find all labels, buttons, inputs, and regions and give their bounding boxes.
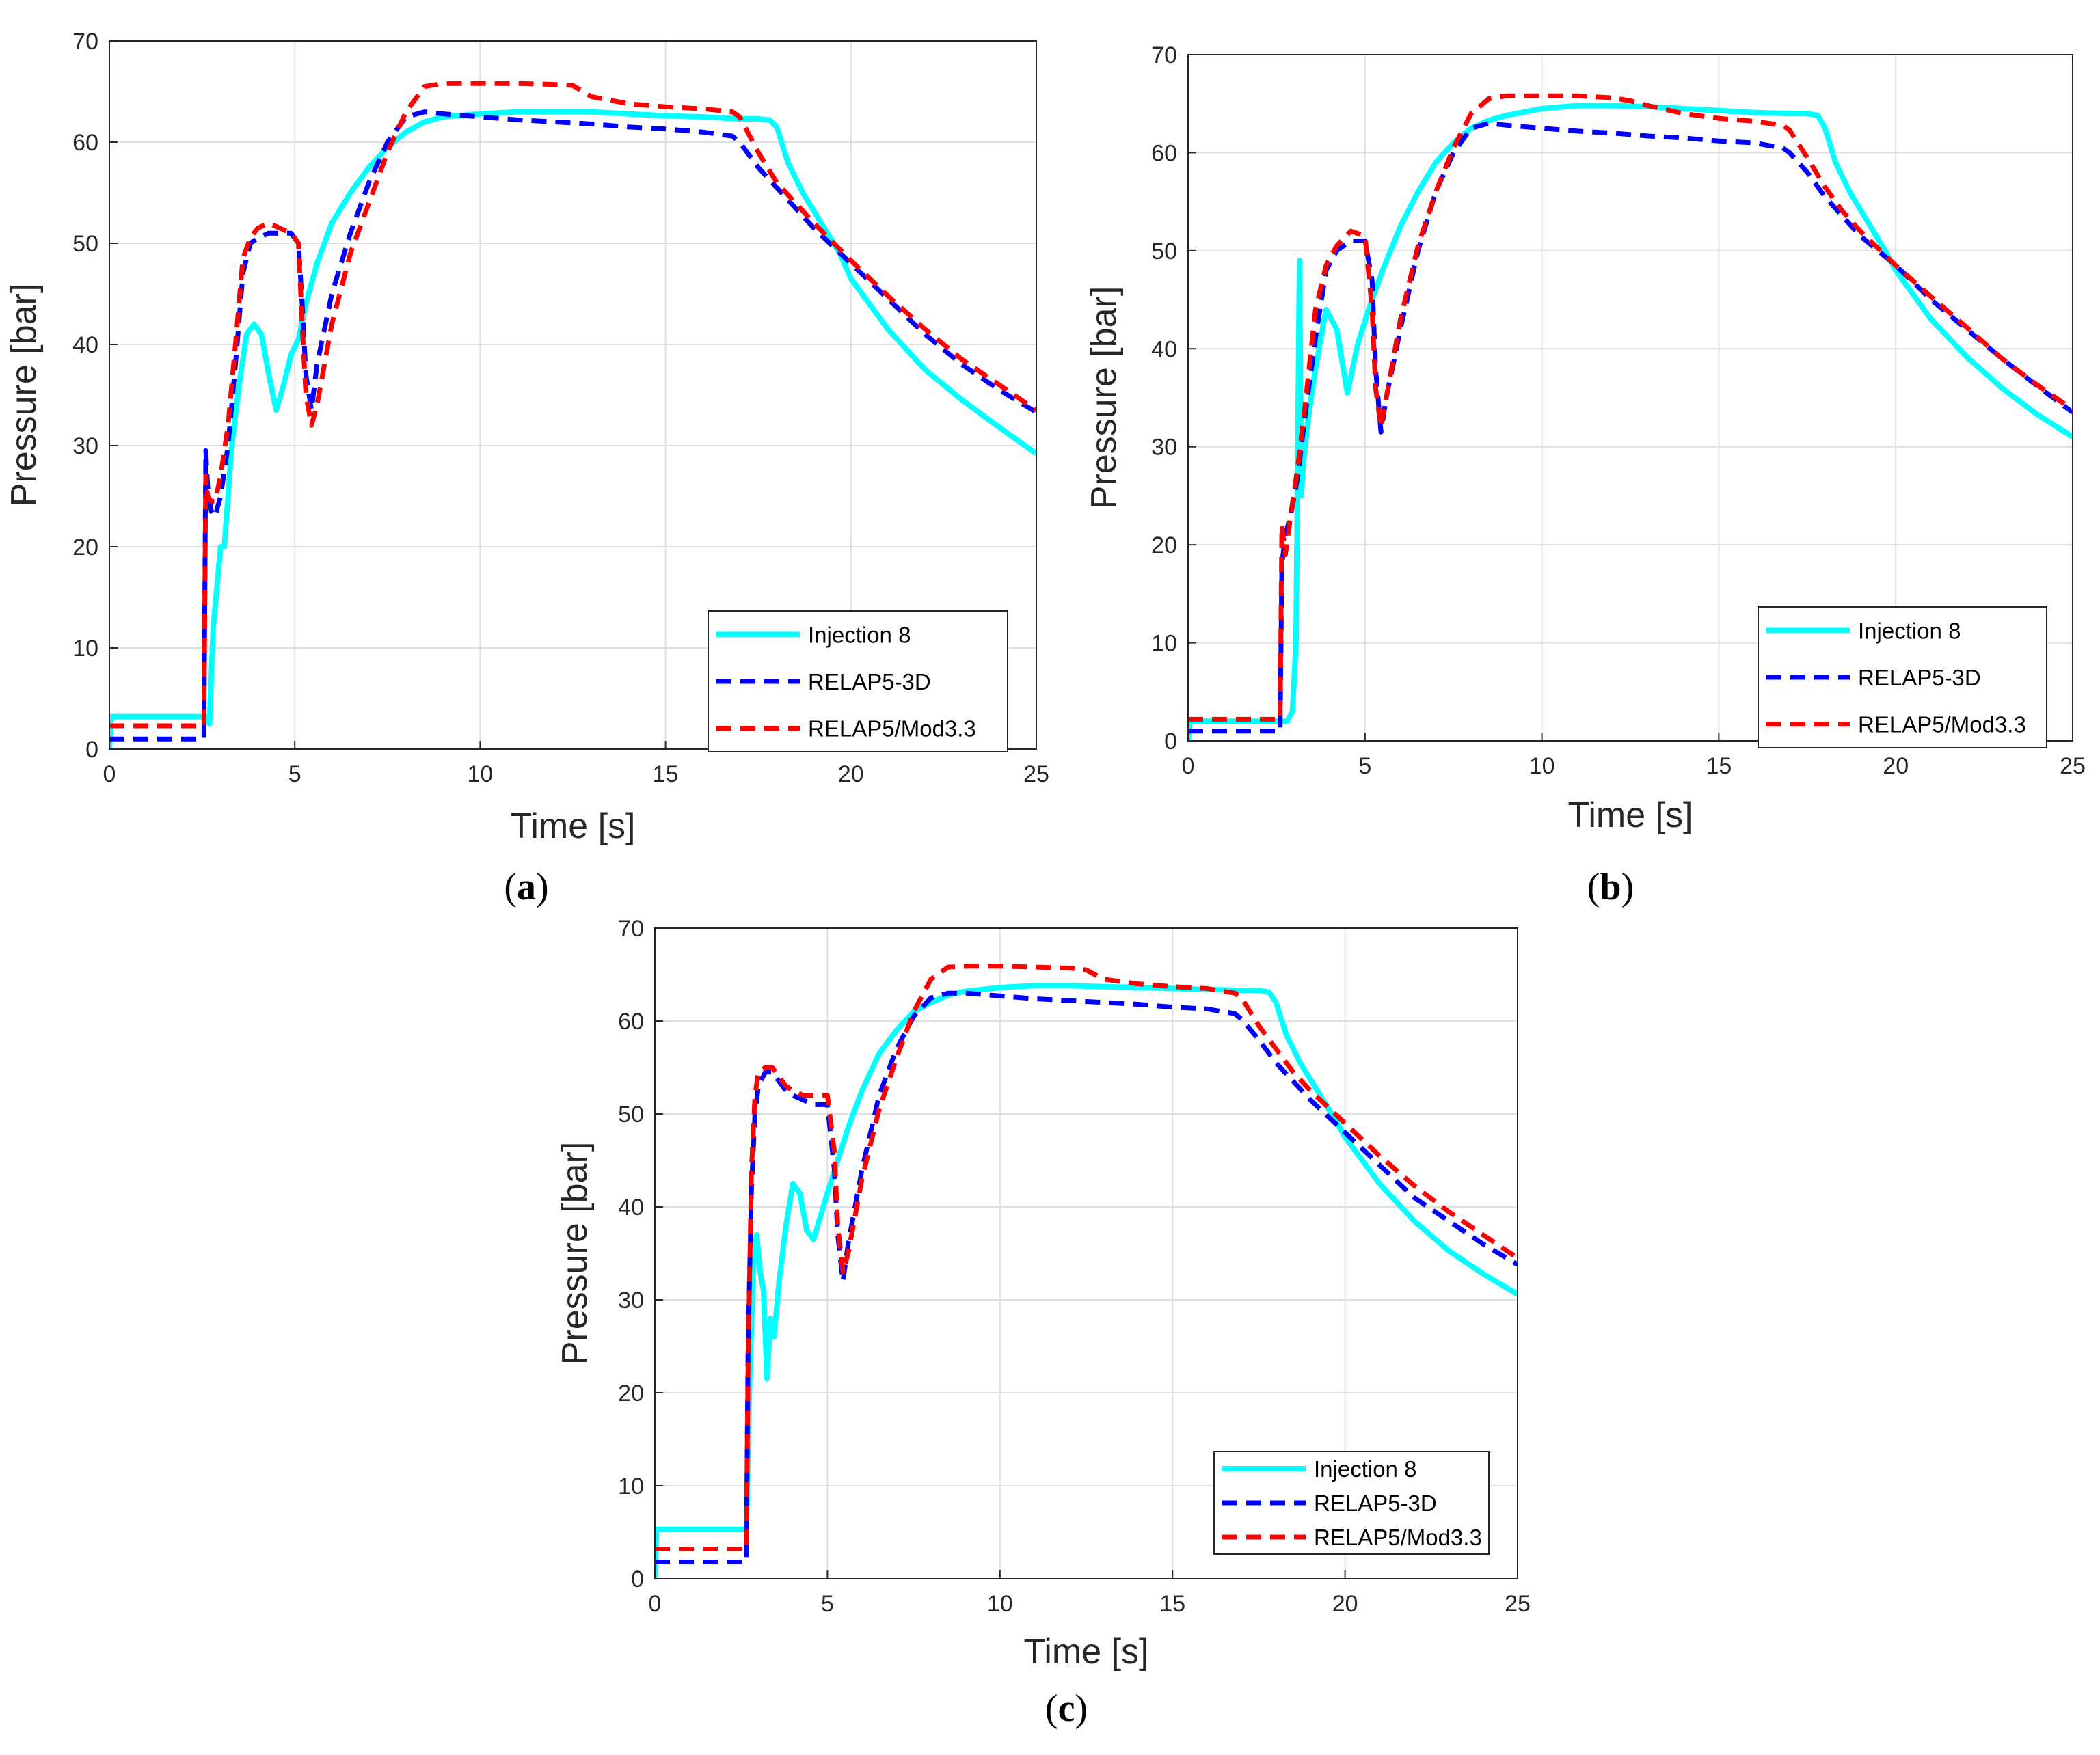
legend-c: Injection 8 RELAP5-3D RELAP5/Mod3.3 — [1213, 1451, 1490, 1555]
axes-box-b — [1187, 54, 2073, 742]
y-tick-label-c-6: 60 — [618, 1009, 644, 1035]
y-tick-label-b-7: 70 — [1151, 42, 1177, 68]
series-line-relap5-3d-b — [1188, 120, 2073, 734]
legend-label-relap5-3d-c: RELAP5-3D — [1314, 1491, 1437, 1516]
x-tick-label-a-0: 0 — [103, 761, 116, 787]
x-tick-label-c-0: 0 — [649, 1591, 662, 1617]
y-tick-label-b-5: 50 — [1151, 239, 1177, 264]
x-tick-label-b-5: 25 — [2060, 753, 2086, 779]
legend-b: Injection 8 RELAP5-3D RELAP5/Mod3.3 — [1758, 606, 2047, 748]
x-tick-label-a-3: 15 — [653, 761, 679, 787]
series-line-relap5-mod3-3-a — [109, 81, 1036, 729]
y-tick-label-b-3: 30 — [1151, 435, 1177, 461]
x-tick-label-b-1: 5 — [1358, 753, 1371, 779]
chart-panel-b: 0 5 10 15 20 25 0 10 20 30 40 50 60 70 Time [s] Pressur… — [1084, 42, 2086, 835]
panel-c-caption-letter: c — [1058, 1687, 1075, 1730]
y-axis-label-b: Pressure [bar] — [1084, 286, 1124, 510]
panel-c-caption: (c) — [1045, 1687, 1088, 1730]
x-tick-label-c-2: 10 — [987, 1591, 1013, 1617]
y-tick-label-b-4: 40 — [1151, 336, 1177, 362]
y-tick-label-c-2: 20 — [618, 1380, 644, 1406]
x-tick-label-c-4: 20 — [1332, 1591, 1358, 1617]
x-tick-label-b-2: 10 — [1529, 753, 1555, 779]
series-line-relap5-3d-a — [109, 109, 1036, 742]
legend-label-relap5-3d-a: RELAP5-3D — [808, 669, 931, 694]
x-tick-label-b-3: 15 — [1706, 753, 1732, 779]
legend-label-relap5-mod3-3-c: RELAP5/Mod3.3 — [1314, 1525, 1482, 1550]
y-tick-label-a-6: 60 — [72, 130, 98, 156]
axes-box-a — [109, 40, 1037, 750]
legend-label-relap5-3d-b: RELAP5-3D — [1858, 665, 1981, 690]
panel-a-caption: (a) — [504, 866, 548, 908]
x-tick-label-b-0: 0 — [1182, 753, 1195, 779]
y-tick-label-a-3: 30 — [72, 433, 98, 459]
x-tick-label-a-4: 20 — [838, 761, 864, 787]
y-tick-label-c-0: 0 — [631, 1566, 644, 1592]
x-tick-label-c-1: 5 — [821, 1591, 834, 1617]
series-line-relap5-3d-c — [655, 990, 1518, 1564]
chart-panel-c: 0 5 10 15 20 25 0 10 20 30 40 50 60 70 Time [s] Pressur… — [555, 916, 1531, 1672]
y-tick-label-b-1: 10 — [1151, 631, 1177, 657]
x-tick-label-c-5: 25 — [1505, 1591, 1531, 1617]
legend-label-injection-8-a: Injection 8 — [808, 622, 911, 647]
x-tick-label-a-1: 5 — [288, 761, 301, 787]
legend-label-relap5-mod3-3-b: RELAP5/Mod3.3 — [1858, 712, 2026, 737]
y-tick-label-c-7: 70 — [618, 916, 644, 942]
x-tick-label-c-3: 15 — [1159, 1591, 1185, 1617]
legend-label-relap5-mod3-3-a: RELAP5/Mod3.3 — [808, 716, 976, 742]
y-tick-label-a-7: 70 — [72, 29, 98, 55]
chart-panel-a: 0 5 10 15 20 25 0 10 20 30 40 50 60 70 Time [s] Pressur… — [4, 29, 1049, 846]
x-axis-label-c: Time [s] — [1024, 1632, 1149, 1672]
y-tick-label-c-1: 10 — [618, 1473, 644, 1499]
y-tick-label-b-0: 0 — [1164, 729, 1177, 754]
y-axis-label-c: Pressure [bar] — [555, 1142, 595, 1365]
y-tick-label-a-2: 20 — [72, 534, 98, 560]
x-tick-label-a-2: 10 — [467, 761, 493, 787]
y-tick-label-b-6: 60 — [1151, 140, 1177, 166]
y-tick-label-a-5: 50 — [72, 231, 98, 257]
series-line-relap5-mod3-3-c — [655, 964, 1518, 1551]
panel-b-caption-letter: b — [1600, 866, 1621, 908]
legend-label-injection-8-c: Injection 8 — [1314, 1456, 1416, 1482]
legend-label-injection-8-b: Injection 8 — [1858, 618, 1961, 643]
series-line-relap5-mod3-3-b — [1188, 93, 2073, 722]
x-axis-label-b: Time [s] — [1568, 795, 1693, 835]
y-tick-label-a-4: 40 — [72, 332, 98, 358]
legend-a: Injection 8 RELAP5-3D RELAP5/Mod3.3 — [708, 610, 1008, 752]
y-tick-label-c-3: 30 — [618, 1288, 644, 1314]
series-line-injection-8-c — [655, 983, 1518, 1579]
y-axis-label-a: Pressure [bar] — [4, 284, 44, 507]
y-tick-label-c-4: 40 — [618, 1195, 644, 1221]
series-line-injection-8-a — [109, 109, 1036, 749]
axes-box-c — [654, 927, 1518, 1579]
y-tick-label-c-5: 50 — [618, 1102, 644, 1128]
x-axis-label-a: Time [s] — [511, 806, 636, 846]
y-tick-label-a-1: 10 — [72, 636, 98, 662]
x-tick-label-b-4: 20 — [1883, 753, 1909, 779]
x-tick-label-a-5: 25 — [1023, 761, 1049, 787]
panel-a-caption-letter: a — [517, 866, 536, 908]
y-tick-label-b-2: 20 — [1151, 532, 1177, 558]
panel-b-caption: (b) — [1587, 866, 1634, 908]
y-tick-label-a-0: 0 — [85, 737, 98, 763]
